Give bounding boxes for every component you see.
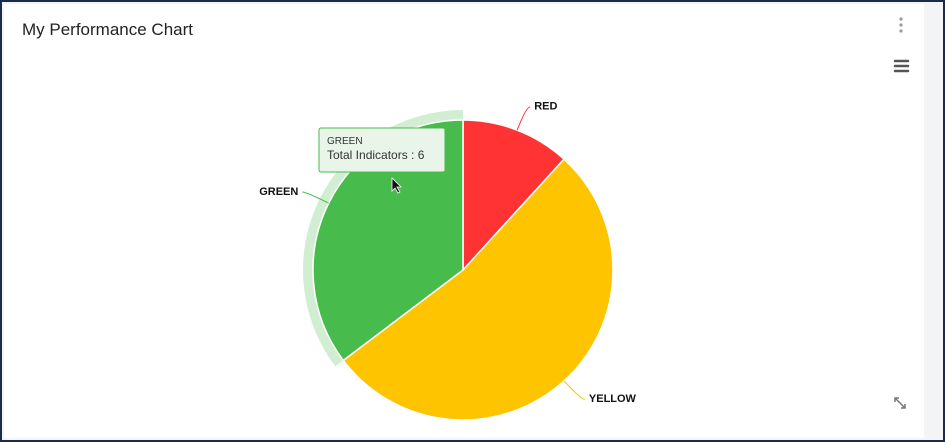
hamburger-menu[interactable] <box>893 59 910 73</box>
pie-slice <box>462 119 566 272</box>
label-connector <box>516 106 531 131</box>
tooltip: GREEN Total Indicators : 6 <box>318 127 446 173</box>
card-title: My Performance Chart <box>22 20 193 39</box>
slice-label: GREEN <box>259 186 298 198</box>
expand-icon[interactable] <box>894 397 906 409</box>
slice-label: YELLOW <box>589 393 637 405</box>
kebab-menu[interactable] <box>899 17 903 33</box>
tooltip-number: 6 <box>418 148 425 162</box>
hover-halo <box>303 110 463 367</box>
tooltip-label: Total Indicators : <box>327 148 414 162</box>
cursor <box>391 177 402 194</box>
tooltip-box <box>318 127 446 173</box>
pie-slice <box>312 119 464 362</box>
label-connector <box>302 191 329 204</box>
label-connector <box>563 380 586 400</box>
slice-label: RED <box>534 101 557 113</box>
tooltip-category: GREEN <box>327 136 363 147</box>
pie-slice <box>342 158 614 421</box>
tooltip-value: Total Indicators : 6 <box>327 148 425 162</box>
